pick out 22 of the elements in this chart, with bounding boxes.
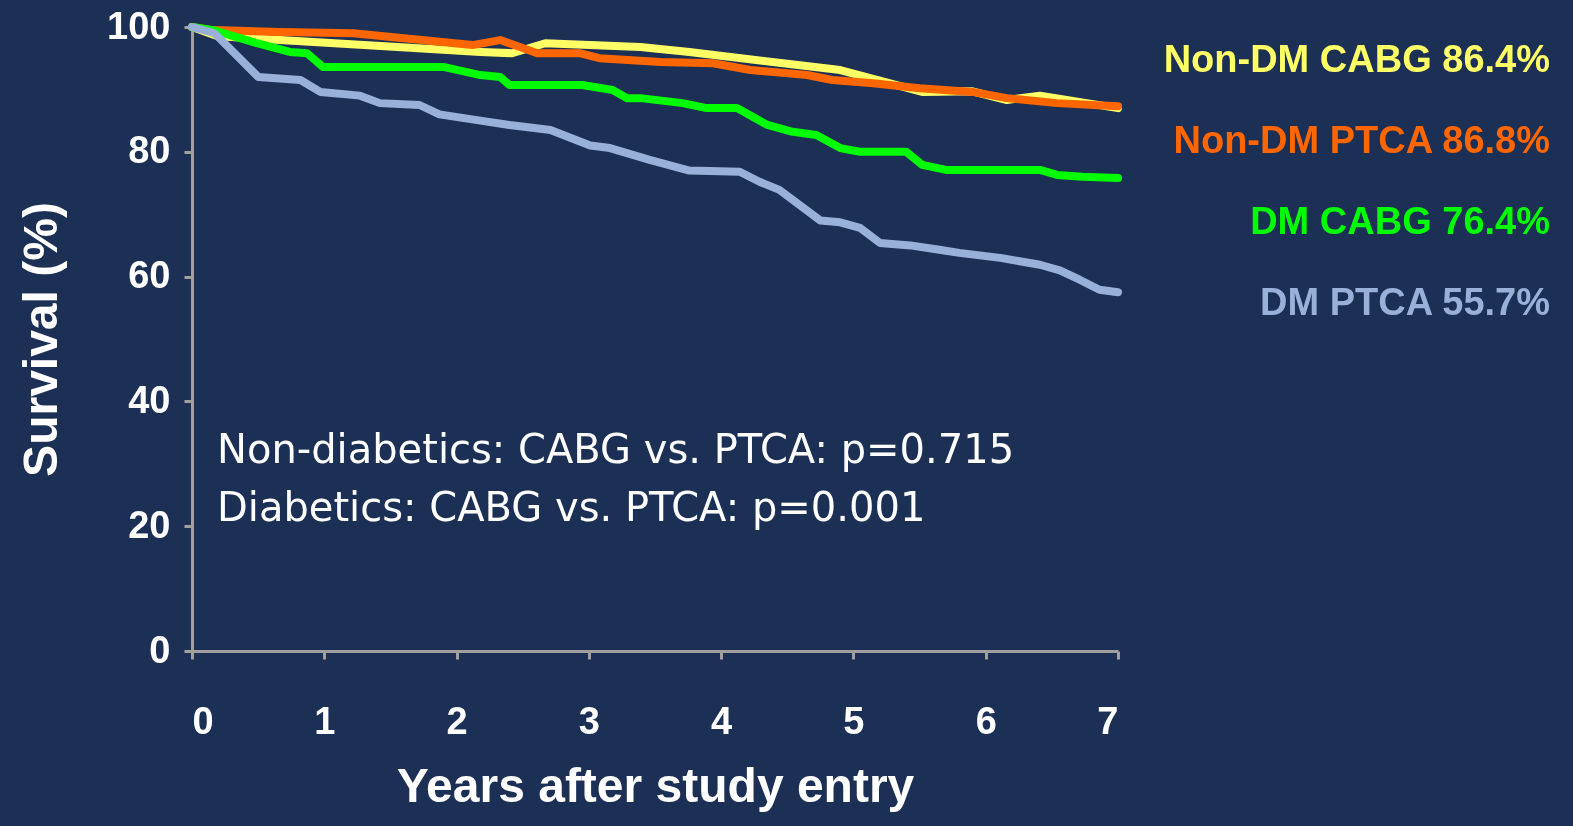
y-tick-label: 60 — [128, 254, 171, 297]
x-tick-label: 2 — [446, 699, 468, 742]
x-tick-label: 6 — [975, 699, 997, 742]
annotation: Diabetics: CABG vs. PTCA: p=0.001 — [217, 484, 926, 530]
y-tick-label: 0 — [149, 628, 171, 671]
x-tick-label: 5 — [843, 699, 865, 742]
x-tick-label: 0 — [192, 699, 214, 742]
y-tick-label: 20 — [128, 503, 171, 546]
y-tick-label: 100 — [107, 4, 171, 47]
text: DM PTCA 55.7% — [1260, 281, 1550, 323]
x-tick-label: 1 — [314, 699, 336, 742]
y-tick-label: 40 — [128, 378, 171, 421]
series-label: Non-DM PTCA 86.8% — [1173, 119, 1550, 161]
x-tick-label: 3 — [578, 699, 600, 742]
text: DM CABG 76.4% — [1250, 200, 1550, 242]
x-tick-label: 7 — [1097, 699, 1119, 742]
annotation: Non-diabetics: CABG vs. PTCA: p=0.715 — [217, 426, 1015, 472]
series-label: Non-DM CABG 86.4% — [1163, 38, 1550, 80]
x-tick-label: 4 — [711, 699, 733, 742]
y-axis-title: Survival (%) — [14, 202, 68, 477]
y-tick-label: 80 — [128, 129, 171, 172]
x-axis-title: Years after study entry — [396, 758, 915, 812]
